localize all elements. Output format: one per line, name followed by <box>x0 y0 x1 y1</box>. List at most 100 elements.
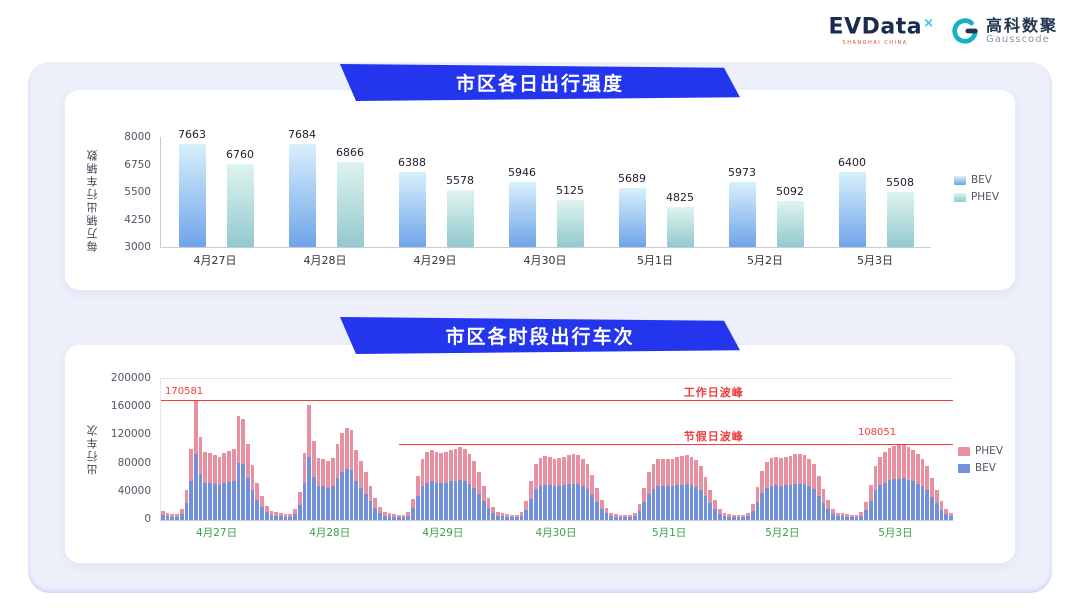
bev-segment <box>363 494 368 520</box>
phev-segment <box>944 509 949 514</box>
phev-segment <box>826 500 831 509</box>
bar-group: 7663 6760 <box>161 128 271 247</box>
bev-segment <box>944 514 949 520</box>
stacked-bar <box>165 513 170 520</box>
phev-segment <box>453 449 458 481</box>
bev-segment <box>444 483 448 520</box>
phev-segment <box>312 441 316 477</box>
stacked-bar <box>637 504 642 520</box>
stacked-bar <box>868 485 873 520</box>
phev-segment <box>448 450 453 481</box>
phev-segment <box>774 457 779 485</box>
chart1-legend: BEV PHEV <box>953 174 999 203</box>
phev-segment <box>467 454 472 484</box>
bev-segment <box>765 488 769 520</box>
bev-segment <box>387 516 392 520</box>
phev-column: 5578 <box>446 174 474 247</box>
stacked-bar <box>194 400 198 520</box>
bev-segment <box>939 510 944 520</box>
stacked-bar <box>260 496 264 520</box>
bev-segment <box>496 516 500 520</box>
phev-segment <box>529 481 533 499</box>
bar-group: 5946 5125 <box>491 166 601 247</box>
bev-segment <box>340 472 345 520</box>
phev-segment <box>165 513 170 516</box>
bev-segment <box>543 485 547 520</box>
x-tick-label: 5月3日 <box>857 254 893 267</box>
stacked-bar <box>448 450 453 520</box>
phev-segment <box>632 513 637 516</box>
bev-segment <box>642 502 647 520</box>
chart1-card: 每万辆出行车辆数 8000 6750 5500 4250 3000 7663 6760 76… <box>65 90 1015 290</box>
stacked-bar <box>722 513 727 520</box>
phev-segment <box>269 511 274 515</box>
bev-segment <box>656 486 661 520</box>
bev-segment <box>227 482 231 520</box>
bev-segment <box>769 486 774 520</box>
bev-segment <box>665 486 670 520</box>
phev-segment <box>812 464 816 489</box>
phev-segment <box>236 416 241 463</box>
stacked-bar <box>241 419 245 520</box>
bev-segment <box>401 517 406 520</box>
bev-segment <box>250 490 255 520</box>
bev-segment <box>562 485 566 520</box>
bev-segment <box>500 516 505 520</box>
bev-segment <box>302 483 307 520</box>
stacked-bar <box>269 511 274 520</box>
stacked-bar <box>849 515 854 520</box>
bev-segment <box>826 509 831 520</box>
phev-segment <box>897 445 901 479</box>
phev-segment <box>637 504 642 511</box>
phev-segment <box>401 515 406 517</box>
bev-segment <box>175 517 179 520</box>
bev-segment <box>170 517 175 520</box>
bev-segment <box>835 516 840 520</box>
stacked-bar <box>316 458 321 520</box>
stacked-bar <box>840 513 845 520</box>
stacked-bar <box>340 433 345 520</box>
phev-segment <box>241 419 245 464</box>
phev-segment <box>642 488 647 502</box>
y-tick-label: 200000 <box>110 372 151 384</box>
legend-label: PHEV <box>974 445 1003 457</box>
bev-segment <box>547 485 552 520</box>
stacked-bar <box>538 458 543 520</box>
bev-segment <box>812 489 816 520</box>
stacked-bar <box>203 452 208 520</box>
phev-segment <box>647 472 651 494</box>
stacked-bar <box>463 449 467 520</box>
stacked-bar <box>736 515 741 520</box>
stacked-bar <box>901 444 906 520</box>
phev-segment <box>373 498 378 508</box>
phev-segment <box>189 449 194 481</box>
phev-segment <box>618 515 623 517</box>
stacked-bar <box>231 449 236 520</box>
phev-segment <box>359 461 363 488</box>
stacked-bar <box>779 458 783 520</box>
stacked-bar <box>434 452 439 520</box>
bev-column: 5973 <box>728 166 756 247</box>
phev-segment <box>623 515 628 517</box>
chart2-card: 出行车次 200000 160000 120000 80000 40000 0 工作日波峰… <box>65 345 1015 563</box>
bev-segment <box>316 486 321 520</box>
evdata-subtext: SHANGHAI CHINA <box>842 40 908 47</box>
chart2-y-ticks: 200000 160000 120000 80000 40000 0 <box>95 345 155 563</box>
phev-segment <box>274 512 278 516</box>
phev-segment <box>326 461 330 488</box>
stacked-bar <box>939 501 944 520</box>
bev-segment <box>420 486 425 520</box>
y-tick-label: 8000 <box>124 131 151 143</box>
stacked-bar <box>543 456 547 520</box>
bev-segment <box>878 485 882 520</box>
phev-segment <box>382 512 387 516</box>
stacked-bar <box>345 428 349 520</box>
bev-segment <box>236 463 241 520</box>
stacked-bar <box>741 515 746 520</box>
bev-segment <box>576 484 580 520</box>
bev-segment <box>510 517 514 520</box>
stacked-bar <box>444 452 448 520</box>
bev-segment <box>514 517 519 520</box>
bar-value-label: 5508 <box>886 176 914 189</box>
